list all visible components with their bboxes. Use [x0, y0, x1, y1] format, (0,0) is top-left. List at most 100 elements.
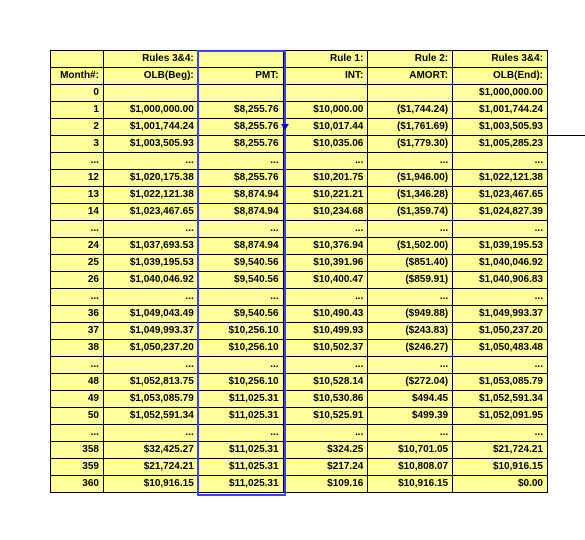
cell: $1,039,195.53 — [103, 255, 198, 272]
cell: ($1,946.00) — [368, 170, 453, 187]
cell: $8,874.94 — [198, 187, 283, 204]
cell: ... — [51, 357, 104, 374]
cell: $324.25 — [283, 442, 368, 459]
cell: 38 — [51, 340, 104, 357]
cell: $10,701.05 — [368, 442, 453, 459]
cell: $10,808.07 — [368, 459, 453, 476]
cell: Month#: — [51, 68, 104, 85]
cell — [51, 51, 104, 68]
cell: 360 — [51, 476, 104, 493]
data-row: 48$1,052,813.75$10,256.10$10,528.14($272… — [51, 374, 548, 391]
cell: ... — [283, 357, 368, 374]
cell: $8,255.76 — [198, 136, 283, 153]
cell: ... — [453, 153, 548, 170]
data-row: 38$1,050,237.20$10,256.10$10,502.37($246… — [51, 340, 548, 357]
cell: ... — [368, 153, 453, 170]
cell: ... — [453, 425, 548, 442]
cell: $10,502.37 — [283, 340, 368, 357]
cell: 13 — [51, 187, 104, 204]
cell: ($1,761.69) — [368, 119, 453, 136]
cell: 14 — [51, 204, 104, 221]
cell: ... — [198, 357, 283, 374]
cell: $8,874.94 — [198, 204, 283, 221]
cell: $10,499.93 — [283, 323, 368, 340]
cell: ($949.88) — [368, 306, 453, 323]
cell: ... — [51, 153, 104, 170]
cell: $10,256.10 — [198, 374, 283, 391]
cell: ($272.04) — [368, 374, 453, 391]
cell: $10,376.94 — [283, 238, 368, 255]
cell: Rules 3&4: — [453, 51, 548, 68]
data-row: .................. — [51, 425, 548, 442]
cell: 37 — [51, 323, 104, 340]
cell: $1,022,121.38 — [103, 187, 198, 204]
cell: $1,040,046.92 — [453, 255, 548, 272]
cell: $1,053,085.79 — [103, 391, 198, 408]
cell — [103, 85, 198, 102]
cell: $494.45 — [368, 391, 453, 408]
cell: ... — [368, 221, 453, 238]
cell: ($1,779.30) — [368, 136, 453, 153]
cell: ... — [103, 289, 198, 306]
data-row: .................. — [51, 357, 548, 374]
cell: OLB(Beg): — [103, 68, 198, 85]
cell: INT: — [283, 68, 368, 85]
cell: ($851.40) — [368, 255, 453, 272]
cell: $21,724.21 — [103, 459, 198, 476]
data-row: 360$10,916.15$11,025.31$109.16$10,916.15… — [51, 476, 548, 493]
cell: $9,540.56 — [198, 255, 283, 272]
cell: $1,005,285.23 — [453, 136, 548, 153]
cell: $1,049,993.37 — [453, 306, 548, 323]
cell: 48 — [51, 374, 104, 391]
cell: $1,003,505.93 — [453, 119, 548, 136]
cell: $1,040,046.92 — [103, 272, 198, 289]
cell: $11,025.31 — [198, 442, 283, 459]
cell: ... — [103, 153, 198, 170]
cell: 3 — [51, 136, 104, 153]
cell: $21,724.21 — [453, 442, 548, 459]
cell: $1,022,121.38 — [453, 170, 548, 187]
cell — [198, 51, 283, 68]
cell: 2 — [51, 119, 104, 136]
data-row: 26$1,040,046.92$9,540.56$10,400.47($859.… — [51, 272, 548, 289]
data-row: 36$1,049,043.49$9,540.56$10,490.43($949.… — [51, 306, 548, 323]
cell: $1,001,744.24 — [453, 102, 548, 119]
cell: ... — [198, 425, 283, 442]
cell: ($859.91) — [368, 272, 453, 289]
cell: 12 — [51, 170, 104, 187]
cell: $1,052,091.95 — [453, 408, 548, 425]
data-row: 37$1,049,993.37$10,256.10$10,499.93($243… — [51, 323, 548, 340]
cell: $1,052,591.34 — [103, 408, 198, 425]
cell: $10,490.43 — [283, 306, 368, 323]
cell: OLB(End): — [453, 68, 548, 85]
data-row: 3$1,003,505.93$8,255.76$10,035.06($1,779… — [51, 136, 548, 153]
data-row: 12$1,020,175.38$8,255.76$10,201.75($1,94… — [51, 170, 548, 187]
cell: $9,540.56 — [198, 306, 283, 323]
cell: $10,391.96 — [283, 255, 368, 272]
cell: $10,916.15 — [453, 459, 548, 476]
cell: $499.39 — [368, 408, 453, 425]
cell: $1,003,505.93 — [103, 136, 198, 153]
cell: 25 — [51, 255, 104, 272]
cell: $8,255.76 — [198, 102, 283, 119]
cell: ... — [51, 425, 104, 442]
cell: $1,050,483.48 — [453, 340, 548, 357]
cell: $10,916.15 — [103, 476, 198, 493]
cell: $1,000,000.00 — [103, 102, 198, 119]
cell: Rule 2: — [368, 51, 453, 68]
cell: Rules 3&4: — [103, 51, 198, 68]
cell: 1 — [51, 102, 104, 119]
data-row: 358$32,425.27$11,025.31$324.25$10,701.05… — [51, 442, 548, 459]
data-row: .................. — [51, 153, 548, 170]
cell: ... — [103, 425, 198, 442]
cell: 49 — [51, 391, 104, 408]
cell: $11,025.31 — [198, 391, 283, 408]
cell: $1,037,693.53 — [103, 238, 198, 255]
cell: ... — [283, 221, 368, 238]
cell — [368, 85, 453, 102]
cell: ... — [368, 289, 453, 306]
cell: $1,052,591.34 — [453, 391, 548, 408]
cell: $1,024,827.39 — [453, 204, 548, 221]
cell — [198, 85, 283, 102]
cell: PMT: — [198, 68, 283, 85]
